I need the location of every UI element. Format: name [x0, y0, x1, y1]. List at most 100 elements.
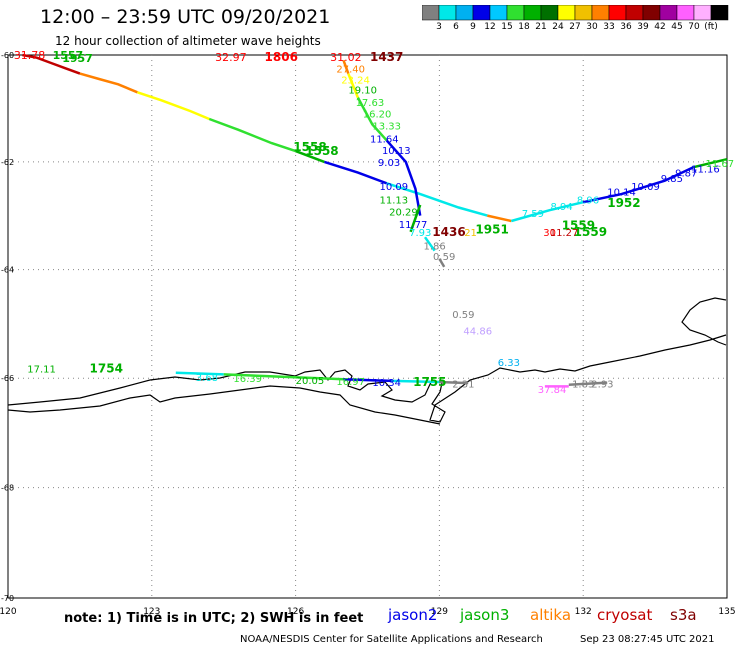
credit-text: NOAA/NESDIS Center for Satellite Applica… — [240, 634, 543, 645]
wave-height-label: 44.86 — [463, 326, 492, 337]
wave-height-label: 3.68 — [196, 373, 218, 384]
wave-height-label: 10.34 — [372, 378, 401, 389]
satellite-legend-cryosat: cryosat — [597, 606, 653, 624]
time-label: 1559 — [562, 218, 595, 232]
color-scale-label: 70 — [688, 22, 700, 32]
wave-height-label: 11.27 — [550, 228, 579, 239]
satellite-track — [385, 139, 422, 216]
satellite-track — [342, 59, 350, 75]
wave-height-label: 21 — [464, 228, 477, 239]
latitude-label: -68 — [1, 484, 14, 493]
map-subtitle: 12 hour collection of altimeter wave hei… — [55, 34, 321, 48]
satellite-track — [208, 117, 296, 153]
satellite-track — [423, 236, 436, 252]
satellite-track — [324, 160, 388, 185]
wave-height-label: 13.33 — [372, 121, 401, 132]
color-scale-label: 30 — [586, 22, 598, 32]
color-scale-label: 42 — [654, 22, 666, 32]
wave-height-label: 20.29 — [389, 207, 418, 218]
wave-height-label: 8.96 — [577, 195, 599, 206]
antarctic-coastline — [7, 297, 727, 425]
wave-height-label: 16.39 — [233, 374, 262, 385]
color-scale-label: 6 — [453, 22, 459, 32]
color-scale-bar — [422, 5, 729, 21]
satellite-track — [343, 378, 392, 383]
time-label: 1952 — [607, 196, 640, 210]
wave-height-label: 16.97 — [336, 377, 365, 388]
time-label: 1557 — [53, 49, 84, 62]
satellite-track — [409, 204, 422, 233]
satellite-track — [568, 381, 608, 386]
wave-height-label: 10.09 — [380, 182, 409, 193]
map-frame — [7, 54, 728, 599]
color-scale-label: 36 — [620, 22, 632, 32]
satellite-track — [391, 379, 440, 384]
satellite-track — [487, 214, 512, 223]
wave-height-label: 9.87 — [675, 169, 697, 180]
wave-height-label: 9.03 — [378, 158, 400, 169]
satellite-track — [22, 53, 81, 75]
latitude-label: -70 — [1, 594, 14, 603]
satellite-track — [175, 371, 224, 376]
color-scale-label: 12 — [484, 22, 496, 32]
footer-timestamp: Sep 23 08:27:45 UTC 2021 — [580, 634, 715, 645]
time-label: 1755 — [413, 375, 446, 389]
wave-height-label: 9.85 — [661, 174, 683, 185]
satellite-track — [582, 166, 694, 204]
longitude-label: 135 — [718, 607, 735, 617]
wave-height-label: 32.97 — [215, 51, 247, 64]
satellite-legend-s3a: s3a — [670, 606, 697, 624]
time-label: 1951 — [475, 223, 508, 237]
latitude-label: -66 — [1, 374, 14, 383]
color-swatch — [710, 5, 729, 21]
longitude-label: 132 — [575, 607, 592, 617]
wave-height-label: 10.09 — [631, 182, 660, 193]
time-label: 1436 — [432, 225, 465, 239]
note: note: 1) Time is in UTC; 2) SWH is in fe… — [64, 611, 364, 626]
wave-height-label: 10.14 — [607, 187, 636, 198]
latitude-label: -64 — [1, 266, 14, 275]
wave-height-label: 8.94 — [550, 202, 572, 213]
color-scale-label: (ft) — [704, 22, 718, 32]
satellite-track — [356, 97, 388, 142]
longitude-label: 126 — [287, 607, 304, 617]
time-label: 1806 — [265, 50, 298, 64]
longitude-label: 120 — [0, 607, 17, 617]
color-scale-label: 3 — [436, 22, 442, 32]
wave-height-label: 2.31 — [452, 380, 474, 391]
satellite-track — [510, 200, 584, 223]
time-label: 1558 — [305, 144, 338, 158]
wave-height-label: 0.59 — [433, 252, 455, 263]
wave-height-label: 11.13 — [380, 195, 409, 206]
wave-height-label: 10.13 — [382, 146, 411, 157]
wave-height-label: 37.84 — [538, 385, 567, 396]
wave-height-label: 11.64 — [370, 134, 399, 145]
wave-height-label: 1.83 — [572, 380, 594, 391]
time-label: 1957 — [62, 52, 93, 65]
map-title: 12:00 – 23:59 UTC 09/20/2021 — [40, 6, 331, 28]
color-scale-label: 21 — [535, 22, 547, 32]
satellite-legend-jason2: jason2 — [388, 606, 438, 624]
wave-height-label: 31.78 — [14, 49, 46, 62]
wave-height-label: 23.24 — [341, 76, 370, 87]
satellite-track — [295, 149, 325, 164]
color-scale-label: 33 — [603, 22, 615, 32]
latitude-label: -60 — [1, 51, 14, 60]
wave-height-label: 20.05 — [296, 376, 325, 387]
satellite-track — [79, 72, 138, 94]
satellite-track — [439, 380, 469, 385]
wave-height-label: 27.40 — [336, 64, 365, 75]
wave-height-label: 31.02 — [330, 51, 362, 64]
wave-height-label: 11.16 — [691, 164, 720, 175]
time-label: 1559 — [574, 225, 607, 239]
wave-height-label: 17.11 — [27, 364, 56, 375]
color-scale-label: 9 — [470, 22, 476, 32]
satellite-track — [693, 157, 728, 169]
wave-height-label: 30 — [543, 228, 556, 239]
wave-height-label: 1.86 — [423, 241, 445, 252]
time-label: 1754 — [90, 361, 123, 375]
time-label: 1437 — [370, 50, 403, 64]
satellite-track — [438, 258, 446, 268]
wave-height-label: 7.59 — [522, 209, 544, 220]
wave-height-label: 2.93 — [591, 380, 613, 391]
